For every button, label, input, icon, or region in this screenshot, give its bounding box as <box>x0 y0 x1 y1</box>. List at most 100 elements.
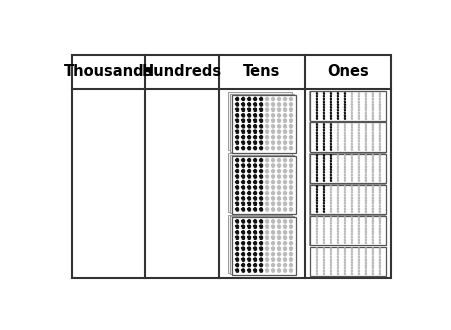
Circle shape <box>254 247 255 248</box>
Bar <box>272 137 273 138</box>
Circle shape <box>284 247 285 248</box>
Bar <box>254 165 255 166</box>
Circle shape <box>272 130 273 132</box>
Circle shape <box>330 242 331 243</box>
Circle shape <box>260 236 261 238</box>
Circle shape <box>316 169 317 170</box>
Circle shape <box>364 132 365 133</box>
Circle shape <box>254 269 255 271</box>
Circle shape <box>242 263 244 265</box>
Circle shape <box>358 101 359 102</box>
Circle shape <box>272 191 273 193</box>
Circle shape <box>350 262 351 263</box>
Bar <box>227 153 292 212</box>
Circle shape <box>278 136 279 137</box>
Circle shape <box>260 242 261 243</box>
Bar <box>248 181 249 182</box>
Circle shape <box>378 225 379 226</box>
Circle shape <box>372 256 373 257</box>
Circle shape <box>358 109 359 110</box>
Circle shape <box>330 146 331 147</box>
Circle shape <box>260 258 261 260</box>
Circle shape <box>272 242 273 243</box>
Circle shape <box>242 258 244 260</box>
Bar <box>316 265 317 266</box>
Bar <box>272 243 273 244</box>
Circle shape <box>330 138 331 139</box>
Circle shape <box>260 186 261 187</box>
Circle shape <box>242 125 244 126</box>
Circle shape <box>330 228 331 229</box>
Circle shape <box>284 242 285 243</box>
Circle shape <box>284 220 285 221</box>
Bar <box>242 237 243 238</box>
Circle shape <box>248 114 249 115</box>
Circle shape <box>272 236 273 238</box>
Circle shape <box>358 140 359 141</box>
Circle shape <box>284 236 285 238</box>
Bar <box>254 187 255 188</box>
Circle shape <box>358 191 359 192</box>
Circle shape <box>248 252 249 254</box>
Bar <box>248 270 249 271</box>
Circle shape <box>284 186 285 187</box>
Bar <box>330 251 331 252</box>
Circle shape <box>316 115 317 116</box>
Circle shape <box>266 169 267 171</box>
Circle shape <box>242 247 244 248</box>
Circle shape <box>272 252 273 254</box>
Bar <box>309 184 385 214</box>
Circle shape <box>290 136 291 137</box>
Circle shape <box>242 108 244 110</box>
Bar <box>236 237 237 238</box>
Bar <box>266 159 267 160</box>
Circle shape <box>344 197 345 198</box>
Circle shape <box>364 138 365 139</box>
Bar <box>254 142 255 143</box>
Circle shape <box>290 108 291 110</box>
Circle shape <box>316 194 317 195</box>
Circle shape <box>344 169 345 170</box>
Bar <box>248 253 249 254</box>
Circle shape <box>372 208 373 209</box>
Bar <box>236 176 237 177</box>
Circle shape <box>236 258 238 260</box>
Circle shape <box>344 132 345 133</box>
Circle shape <box>260 247 261 248</box>
Circle shape <box>378 194 379 195</box>
Circle shape <box>260 125 261 126</box>
Circle shape <box>350 248 351 249</box>
Bar <box>272 248 273 249</box>
Bar <box>330 138 331 139</box>
Circle shape <box>242 147 244 148</box>
Circle shape <box>236 114 238 115</box>
Circle shape <box>260 136 261 137</box>
Circle shape <box>278 114 279 115</box>
Circle shape <box>330 112 331 113</box>
Bar <box>330 155 331 156</box>
Circle shape <box>344 248 345 249</box>
Circle shape <box>316 140 317 141</box>
Bar <box>316 138 317 139</box>
Bar <box>330 200 331 201</box>
Circle shape <box>316 208 317 209</box>
Bar <box>254 198 255 199</box>
Circle shape <box>316 228 317 229</box>
Bar <box>254 270 255 271</box>
Bar <box>278 131 279 132</box>
Bar <box>290 221 291 222</box>
Circle shape <box>278 269 279 271</box>
Bar <box>272 104 273 105</box>
Circle shape <box>364 200 365 201</box>
Circle shape <box>378 270 379 271</box>
Circle shape <box>350 160 351 161</box>
Circle shape <box>260 220 261 221</box>
Bar <box>278 243 279 244</box>
Circle shape <box>290 158 291 160</box>
Circle shape <box>290 164 291 166</box>
Text: Hundreds: Hundreds <box>142 64 222 80</box>
Bar <box>272 98 273 99</box>
Circle shape <box>358 132 359 133</box>
Circle shape <box>284 263 285 265</box>
Circle shape <box>278 108 279 110</box>
